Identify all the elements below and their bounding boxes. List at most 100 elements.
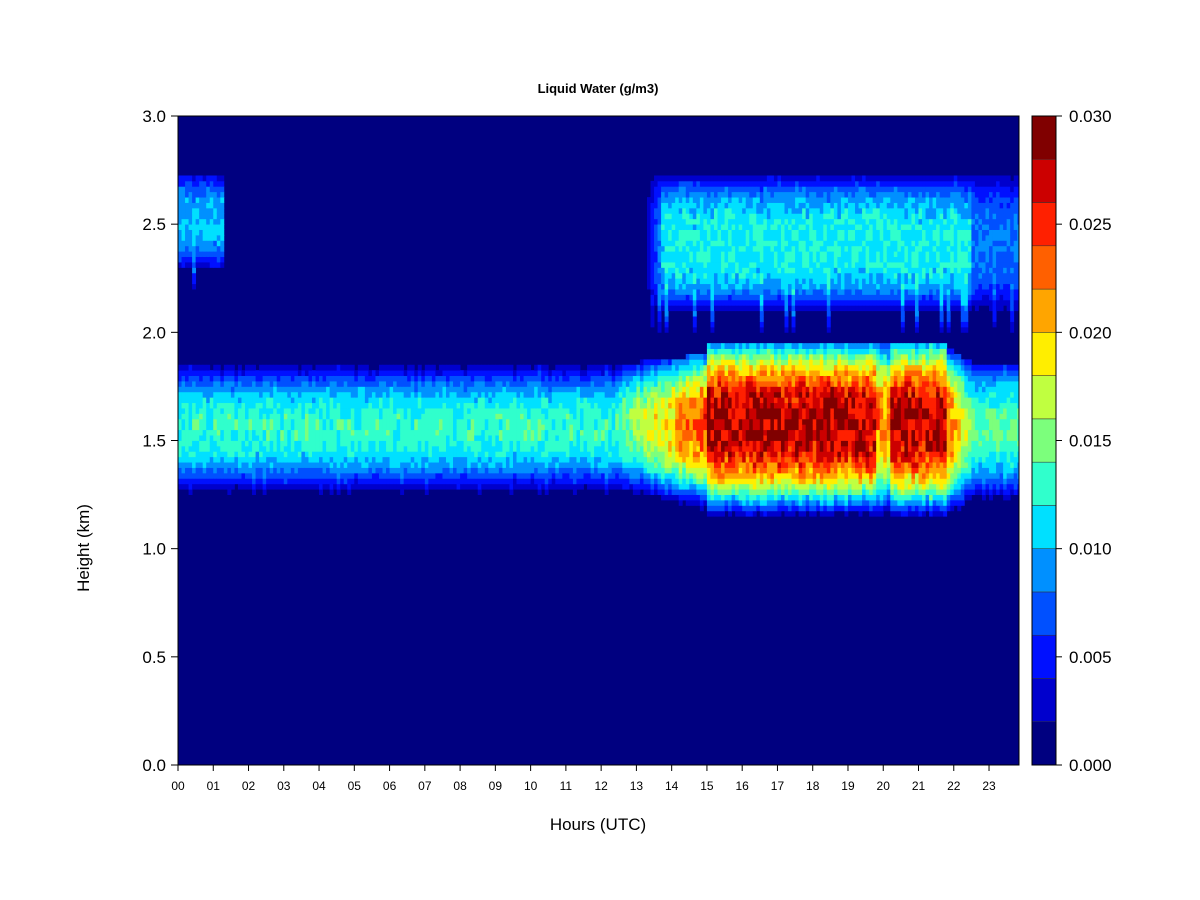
heatmap-cell <box>509 472 514 479</box>
heatmap-cell <box>505 429 510 436</box>
heatmap-cell <box>378 364 383 371</box>
heatmap-cell <box>403 402 408 409</box>
heatmap-cell <box>505 440 510 447</box>
heatmap-cell <box>608 467 613 474</box>
heatmap-cell <box>689 234 694 241</box>
heatmap-cell <box>721 251 725 258</box>
heatmap-cell <box>255 440 260 447</box>
heatmap-cell <box>625 413 630 420</box>
heatmap-cell <box>273 391 278 398</box>
heatmap-cell <box>565 472 570 479</box>
heatmap-cell <box>579 381 584 387</box>
heatmap-cell <box>488 424 493 431</box>
heatmap-cell <box>491 467 496 474</box>
heatmap-cell <box>213 429 218 436</box>
heatmap-cell <box>735 478 740 485</box>
heatmap-cell <box>742 499 747 506</box>
heatmap-cell <box>710 440 715 447</box>
heatmap-cell <box>304 413 309 420</box>
heatmap-cell <box>417 364 422 371</box>
heatmap-cell <box>262 386 267 393</box>
heatmap-cell <box>181 180 186 187</box>
heatmap-cell <box>699 472 704 479</box>
heatmap-cell <box>474 418 479 425</box>
heatmap-cell <box>477 489 482 495</box>
heatmap-cell <box>216 218 221 225</box>
heatmap-cell <box>509 456 514 463</box>
heatmap-cell <box>220 386 225 393</box>
heatmap-cell <box>386 381 390 387</box>
heatmap-cell <box>692 213 697 220</box>
heatmap-cell <box>646 418 651 425</box>
chart-title: Liquid Water (g/m3) <box>538 81 659 96</box>
heatmap-cell <box>460 456 465 463</box>
heatmap-cell <box>491 429 496 436</box>
heatmap-cell <box>604 391 609 398</box>
heatmap-cell <box>597 364 602 371</box>
heatmap-cell <box>255 418 260 425</box>
heatmap-cell <box>643 408 648 414</box>
heatmap-cell <box>668 272 673 279</box>
heatmap-cell <box>738 256 743 263</box>
heatmap-cells <box>178 175 1020 517</box>
heatmap-cell <box>692 310 697 317</box>
heatmap-cell <box>223 445 228 452</box>
heatmap-cell <box>202 175 207 182</box>
heatmap-cell <box>290 364 295 371</box>
heatmap-cell <box>594 472 599 479</box>
heatmap-cell <box>414 386 419 393</box>
heatmap-cell <box>678 202 683 209</box>
heatmap-cell <box>347 364 352 371</box>
heatmap-cell <box>216 408 221 414</box>
heatmap-cell <box>632 445 637 452</box>
heatmap-cell <box>375 397 380 404</box>
heatmap-cell <box>703 272 708 279</box>
heatmap-cell <box>742 240 747 247</box>
heatmap-cell <box>738 499 743 506</box>
heatmap-cell <box>304 424 309 431</box>
heatmap-cell <box>266 418 271 425</box>
heatmap-cell <box>185 364 189 371</box>
heatmap-cell <box>721 305 725 312</box>
heatmap-cell <box>594 402 599 409</box>
heatmap-cell <box>706 445 711 452</box>
heatmap-cell <box>248 386 253 393</box>
heatmap-cell <box>410 375 415 382</box>
heatmap-cell <box>636 451 641 458</box>
heatmap-cell <box>280 391 285 398</box>
heatmap-cell <box>706 245 711 252</box>
heatmap-cell <box>347 483 352 490</box>
heatmap-cell <box>343 381 348 387</box>
heatmap-cell <box>604 364 609 371</box>
heatmap-cell <box>520 408 524 414</box>
heatmap-cell <box>717 440 722 447</box>
heatmap-cell <box>537 386 542 393</box>
heatmap-cell <box>565 418 570 425</box>
heatmap-cell <box>752 240 757 247</box>
heatmap-cell <box>456 424 461 431</box>
heatmap-cell <box>241 478 246 485</box>
heatmap-cell <box>530 397 535 404</box>
heatmap-cell <box>280 418 285 425</box>
heatmap-cell <box>657 299 662 306</box>
heatmap-cell <box>403 451 408 458</box>
heatmap-cell <box>713 499 718 506</box>
heatmap-cell <box>639 467 644 474</box>
heatmap-cell <box>505 478 510 485</box>
heatmap-cell <box>555 397 560 404</box>
heatmap-cell <box>749 445 754 452</box>
heatmap-cell <box>537 424 542 431</box>
heatmap-cell <box>287 451 292 458</box>
heatmap-cell <box>590 364 595 371</box>
heatmap-cell <box>548 462 553 468</box>
heatmap-cell <box>639 435 644 441</box>
heatmap-cell <box>583 391 588 398</box>
heatmap-cell <box>721 272 725 279</box>
heatmap-cell <box>463 467 468 474</box>
heatmap-cell <box>604 408 609 414</box>
heatmap-cell <box>749 489 754 495</box>
heatmap-cell <box>199 191 204 198</box>
heatmap-cell <box>512 408 517 414</box>
heatmap-cell <box>618 467 623 474</box>
heatmap-cell <box>692 489 697 495</box>
